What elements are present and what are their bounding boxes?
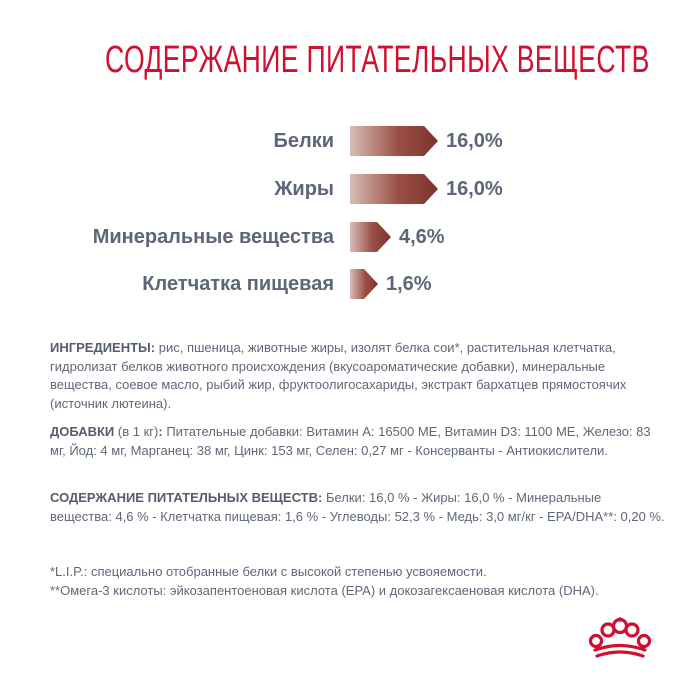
bar-shape (350, 222, 391, 252)
nutrients-block: СОДЕРЖАНИЕ ПИТАТЕЛЬНЫХ ВЕЩЕСТВ: Белки: 1… (50, 489, 665, 526)
footnote-lip: *L.I.P.: специально отобранные белки с в… (50, 564, 487, 579)
bar-label: Белки (273, 130, 334, 152)
bar-label: Жиры (274, 178, 334, 200)
bar-row: Минеральные вещества 4,6% (0, 219, 700, 255)
page-title: Содержание питательных веществ (105, 39, 650, 81)
bar-value: 1,6% (386, 273, 432, 295)
footnote-omega: **Омега-3 кислоты: эйкозапентоеновая кис… (50, 583, 599, 598)
bar-row: Клетчатка пищевая 1,6% (0, 266, 700, 302)
bar-label: Минеральные вещества (92, 226, 334, 248)
ingredients-block: ИНГРЕДИЕНТЫ: рис, пшеница, животные жиры… (50, 339, 665, 413)
ingredients-label: ИНГРЕДИЕНТЫ: (50, 340, 156, 355)
bar-row: Белки 16,0% (0, 123, 700, 159)
bar-value: 16,0% (446, 130, 503, 152)
ingredients-text: рис, пшеница, животные жиры, изолят белк… (50, 340, 627, 411)
bar-shape (350, 174, 438, 204)
bar-label: Клетчатка пищевая (142, 273, 334, 295)
additives-block: ДОБАВКИ (в 1 кг): Питательные добавки: В… (50, 423, 665, 460)
bar-row: Жиры 16,0% (0, 171, 700, 207)
crown-icon (588, 617, 652, 658)
additives-text: Питательные добавки: Витамин А: 16500 МЕ… (50, 424, 651, 458)
additives-label-colon: : (158, 424, 163, 439)
bar-shape (350, 269, 378, 299)
bar-shape (350, 126, 438, 156)
bar-value: 4,6% (399, 226, 445, 248)
additives-label-suffix: (в 1 кг) (114, 424, 159, 439)
nutrients-text: Белки: 16,0 % - Жиры: 16,0 % - Минеральн… (50, 490, 665, 524)
nutrients-label: СОДЕРЖАНИЕ ПИТАТЕЛЬНЫХ ВЕЩЕСТВ: (50, 490, 323, 505)
bar-value: 16,0% (446, 178, 503, 200)
additives-label: ДОБАВКИ (50, 424, 115, 439)
